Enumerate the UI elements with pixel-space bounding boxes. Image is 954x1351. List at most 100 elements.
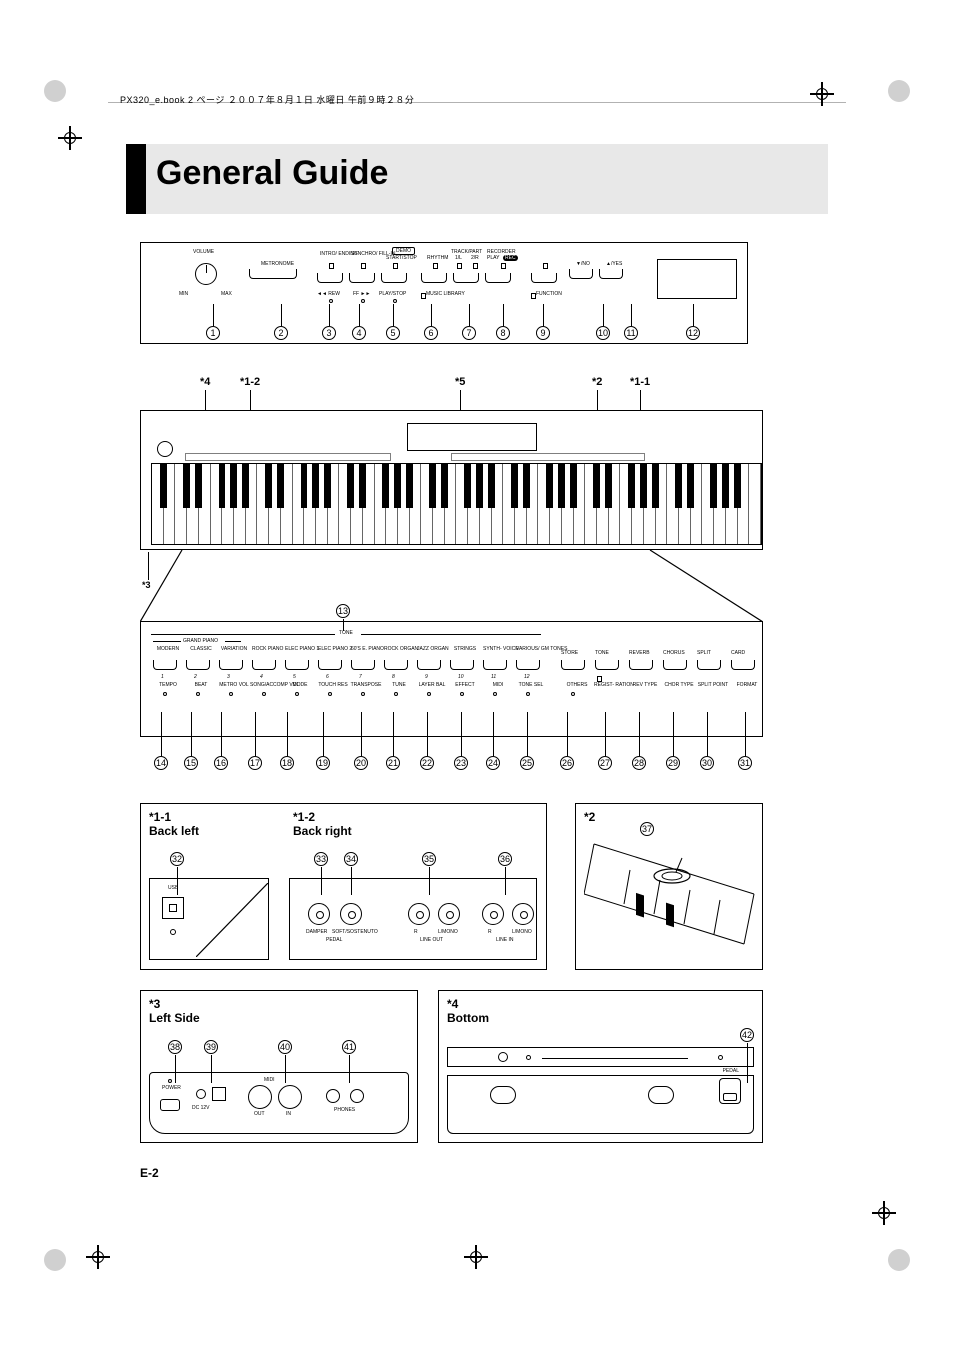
midi-out[interactable]: [248, 1085, 272, 1109]
sub-label: TEMPO: [151, 682, 185, 688]
tone-label: STRINGS: [450, 646, 480, 652]
dc-label: DC 12V: [192, 1105, 210, 1111]
callout-33: 33: [314, 852, 328, 866]
linein-l[interactable]: [512, 903, 534, 925]
power-led: [168, 1079, 172, 1083]
sub-label: EFFECT: [448, 682, 482, 688]
volume-knob[interactable]: [195, 263, 217, 285]
dc-jack[interactable]: [196, 1089, 206, 1099]
intro-button[interactable]: [317, 273, 343, 283]
left-side-panel: *3 Left Side POWER DC 12V MIDI OUT IN PH…: [140, 990, 418, 1143]
led: [361, 692, 365, 696]
track-button[interactable]: [453, 273, 479, 283]
tone-button[interactable]: [153, 660, 177, 670]
leader: [505, 867, 506, 895]
power-switch[interactable]: [160, 1099, 180, 1111]
back-left-outline: USB: [149, 878, 269, 960]
sub-label: TOUCH RES: [316, 682, 350, 688]
callout-31: 31: [738, 756, 752, 770]
right-tone-button[interactable]: [697, 660, 721, 670]
right-tone-button[interactable]: [629, 660, 653, 670]
tone-button[interactable]: [252, 660, 276, 670]
function-button[interactable]: [531, 273, 557, 283]
linein-r[interactable]: [482, 903, 504, 925]
leader: [359, 304, 360, 326]
leader: [639, 712, 640, 756]
panel-strip-left: [185, 453, 391, 461]
leader: [287, 712, 288, 756]
right-sub-label: SPLIT POINT: [696, 682, 730, 688]
crop-target-tl: [44, 80, 66, 102]
tone-button[interactable]: [384, 660, 408, 670]
right-tone-button[interactable]: [663, 660, 687, 670]
no-button[interactable]: [569, 269, 593, 279]
leader: [161, 712, 162, 756]
tone-button[interactable]: [318, 660, 342, 670]
zoom-lines: [140, 550, 763, 622]
tone-button[interactable]: [516, 660, 540, 670]
ff-label: FF ►►: [353, 291, 370, 297]
callout-13: 13: [336, 604, 350, 618]
sd-slot[interactable]: [212, 1087, 226, 1101]
pitch-bend-wheel[interactable]: [157, 441, 173, 457]
tone-button[interactable]: [483, 660, 507, 670]
callout-10: 10: [596, 326, 610, 340]
led: [163, 692, 167, 696]
leader: [191, 712, 192, 756]
callout-20: 20: [354, 756, 368, 770]
midi-out-label: OUT: [254, 1111, 265, 1117]
lineout-l[interactable]: [438, 903, 460, 925]
damper-label: DAMPER: [306, 929, 327, 935]
tone-button[interactable]: [417, 660, 441, 670]
grand-piano-label: GRAND PIANO: [183, 638, 218, 644]
right-sub-label: REV TYPE: [628, 682, 662, 688]
phones-1[interactable]: [326, 1089, 340, 1103]
leader: [361, 712, 362, 756]
leader: [567, 712, 568, 756]
playstop-label: PLAY/STOP: [379, 291, 406, 297]
leader: [431, 304, 432, 326]
tone-label: 60'S E. PIANO: [351, 646, 381, 652]
led: [571, 692, 575, 696]
keyboard[interactable]: [151, 463, 762, 545]
tone-button[interactable]: [351, 660, 375, 670]
tone-button[interactable]: [219, 660, 243, 670]
right-tone-button[interactable]: [595, 660, 619, 670]
led: [295, 692, 299, 696]
leader: [747, 1043, 748, 1083]
midi-in[interactable]: [278, 1085, 302, 1109]
right-tone-button[interactable]: [731, 660, 755, 670]
tone-index: 8: [392, 674, 395, 680]
callout-19: 19: [316, 756, 330, 770]
callout-8: 8: [496, 326, 510, 340]
led: [531, 293, 536, 299]
tone-index: 2: [194, 674, 197, 680]
metronome-button[interactable]: [249, 269, 297, 279]
usb-port[interactable]: [162, 897, 184, 919]
callout-41: 41: [342, 1040, 356, 1054]
rule: [361, 634, 541, 635]
phones-2[interactable]: [350, 1089, 364, 1103]
startstop-button[interactable]: [381, 273, 407, 283]
back-edge: [196, 883, 268, 957]
rhythm-button[interactable]: [421, 273, 447, 283]
soft-jack[interactable]: [340, 903, 362, 925]
synchro-button[interactable]: [349, 273, 375, 283]
lineout-r[interactable]: [408, 903, 430, 925]
led: [329, 299, 333, 303]
ref-2: *2: [592, 376, 602, 388]
leader: [393, 712, 394, 756]
pedal-connector[interactable]: [719, 1078, 741, 1104]
yes-button[interactable]: [599, 269, 623, 279]
screw: [718, 1055, 723, 1060]
tone-button[interactable]: [285, 660, 309, 670]
tone-button[interactable]: [186, 660, 210, 670]
recorder-button[interactable]: [485, 273, 511, 283]
damper-jack[interactable]: [308, 903, 330, 925]
leader: [285, 1055, 286, 1083]
leader: [351, 867, 352, 895]
tone-button[interactable]: [450, 660, 474, 670]
title-accent: [126, 144, 146, 214]
right-tone-button[interactable]: [561, 660, 585, 670]
callout-30: 30: [700, 756, 714, 770]
